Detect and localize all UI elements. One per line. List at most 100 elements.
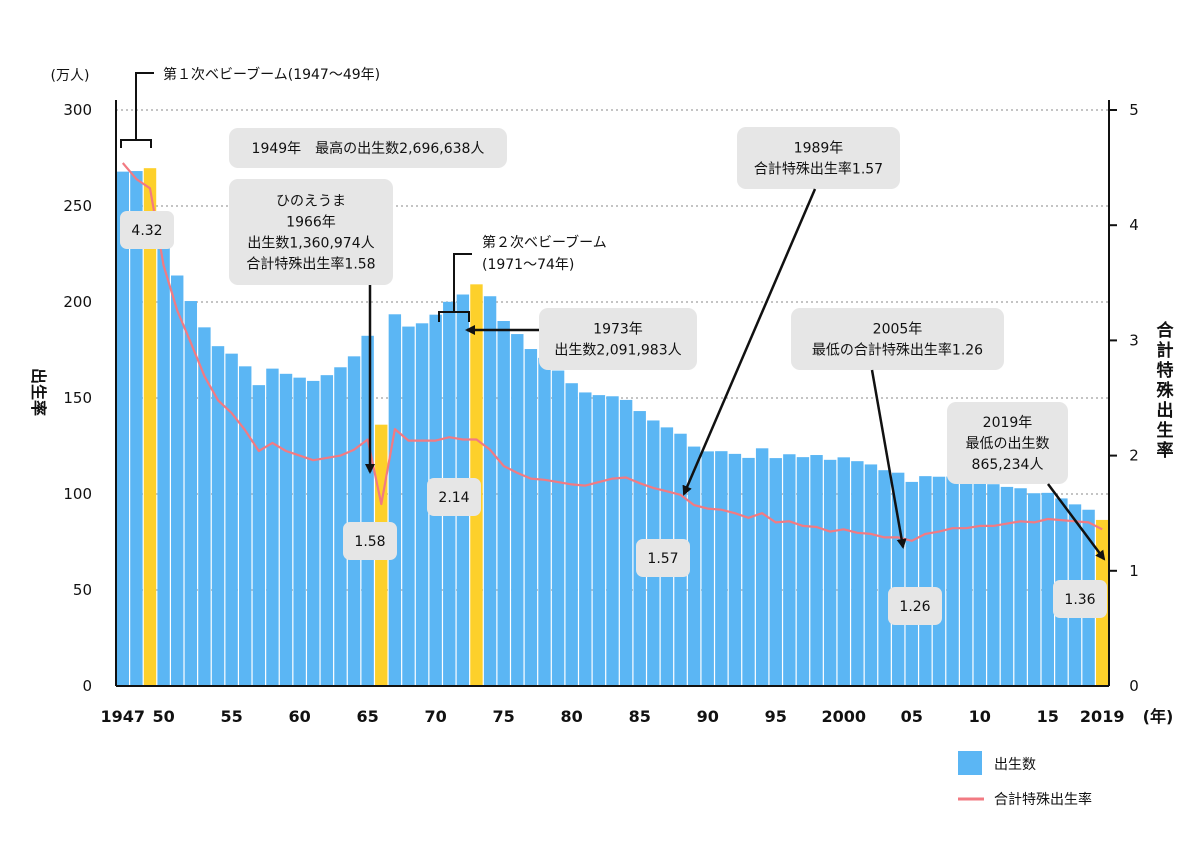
rate-label-text: 1.36 [1064, 592, 1095, 608]
x-tick-05: 05 [901, 707, 923, 726]
bar-1984 [619, 399, 633, 686]
callout-text: 出生数2,091,983人 [554, 343, 681, 359]
boom1-label: 第１次ベビーブーム(1947〜49年) [163, 66, 380, 83]
bar-1981 [579, 392, 592, 686]
y-right-tick-2: 2 [1129, 447, 1139, 465]
y-right-tick-0: 0 [1129, 677, 1139, 695]
x-tick-80: 80 [561, 707, 583, 726]
bar-1947 [116, 171, 130, 686]
bar-1959 [279, 373, 293, 686]
y-right-label-char: 特 [1157, 360, 1174, 381]
bar-1995 [769, 458, 782, 686]
x-tick-95: 95 [765, 707, 787, 726]
callout-text: 2019年 [983, 415, 1033, 431]
bar-1983 [606, 396, 619, 686]
bar-1996 [783, 454, 796, 686]
legend-line-label: 合計特殊出生率 [994, 791, 1092, 808]
callout-text: 最低の出生数 [966, 436, 1050, 452]
callout-text: 1973年 [593, 322, 643, 338]
arrow-2005 [870, 369, 907, 549]
bar-1964 [347, 356, 361, 686]
rate-label-text: 1.58 [354, 534, 385, 550]
callout-max1949: 1949年 最高の出生数2,696,638人 [229, 128, 507, 168]
x-tick-75: 75 [493, 707, 515, 726]
callout-text: 1949年 最高の出生数2,696,638人 [252, 140, 485, 157]
y-left-label: 出生率 [29, 368, 48, 416]
x-axis-unit: (年) [1143, 707, 1174, 726]
bar-2008 [946, 476, 959, 686]
bar-1978 [538, 357, 551, 686]
x-tick-15: 15 [1037, 707, 1059, 726]
bar-2005 [905, 481, 918, 686]
bar-1997 [796, 457, 810, 686]
y-left-tick-200: 200 [63, 293, 92, 311]
rate-label-2019: 1.36 [1053, 580, 1107, 618]
y-right-tick-1: 1 [1129, 562, 1139, 580]
callout-text: 合計特殊出生率1.58 [246, 256, 375, 273]
callout-text: 2005年 [873, 322, 923, 338]
bar-2013 [1014, 488, 1027, 686]
bar-2010 [973, 480, 986, 686]
rate-label-box [120, 211, 174, 249]
bar-1999 [823, 459, 837, 686]
bar-1956 [239, 366, 252, 686]
x-tick-2019: 2019 [1080, 707, 1125, 726]
bar-1949 [143, 168, 157, 686]
y-left-tick-0: 0 [82, 677, 92, 695]
bar-1957 [252, 385, 266, 686]
bar-1992 [728, 453, 742, 686]
bar-2009 [959, 480, 973, 686]
y-right-tick-5: 5 [1129, 101, 1139, 119]
y-right-tick-3: 3 [1129, 331, 1139, 349]
bar-1982 [592, 395, 606, 686]
bar-1990 [701, 451, 714, 686]
bar-1950 [157, 237, 170, 686]
boom2-label-1: 第２次ベビーブーム [482, 234, 607, 251]
bar-1951 [171, 275, 184, 686]
rate-label-1989: 1.57 [636, 539, 690, 577]
arrow-1989 [682, 188, 817, 496]
rate-label-text: 1.57 [647, 551, 678, 567]
x-tick-50: 50 [152, 707, 174, 726]
callout-text: 最低の合計特殊出生率1.26 [812, 342, 983, 359]
rate-label-box [636, 539, 690, 577]
bar-2001 [851, 461, 864, 686]
bar-1963 [334, 367, 347, 686]
rate-label-box [888, 587, 942, 625]
y-right-label-char: 殊 [1157, 380, 1175, 401]
y-left-tick-250: 250 [63, 197, 92, 215]
bar-1954 [211, 346, 225, 686]
bar-1979 [551, 370, 565, 686]
bar-1980 [565, 383, 578, 686]
bar-2012 [1000, 486, 1014, 686]
bar-2004 [891, 472, 905, 686]
bar-2011 [987, 484, 1000, 686]
rate-label-box [343, 522, 397, 560]
rate-label-text: 2.14 [438, 490, 469, 506]
bar-1974 [483, 296, 497, 686]
bar-1994 [755, 448, 769, 686]
bar-1991 [715, 451, 728, 686]
y-left-tick-300: 300 [63, 101, 92, 119]
y-left-unit: (万人) [51, 68, 90, 84]
x-tick-85: 85 [629, 707, 651, 726]
bar-1960 [293, 377, 306, 686]
y-right-label-char: 率 [1157, 440, 1174, 461]
callout-text: 1966年 [286, 215, 336, 231]
bar-1977 [524, 349, 538, 686]
bar-1948 [130, 171, 143, 686]
callout-text: 865,234人 [972, 457, 1044, 473]
bar-2002 [864, 464, 878, 686]
bar-1953 [198, 327, 211, 686]
bar-2006 [919, 476, 932, 686]
boom2-label-2: (1971〜74年) [482, 257, 574, 273]
callout-box [229, 179, 393, 285]
boom1-bracket [120, 72, 154, 148]
y-left-tick-150: 150 [63, 389, 92, 407]
bar-1968 [402, 326, 415, 686]
bar-1998 [810, 455, 823, 686]
rate-label-1966: 1.58 [343, 522, 397, 560]
